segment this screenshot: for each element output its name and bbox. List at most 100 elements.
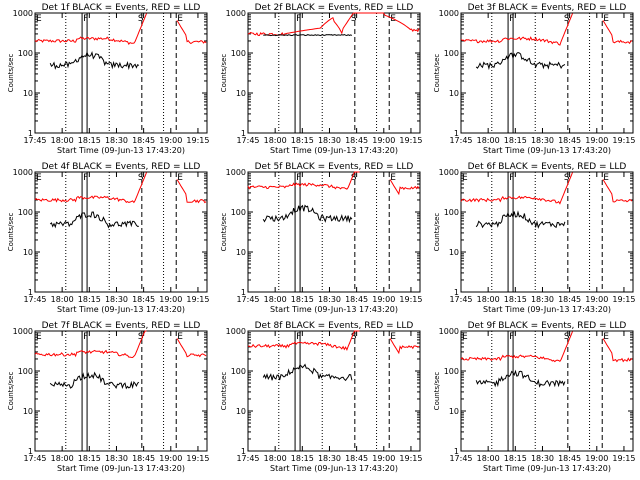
x-tick-label: 18:45 [558,454,581,463]
x-tick-label: 17:45 [236,454,259,463]
marker-label: E [390,173,396,183]
series-lld-line [460,331,633,363]
y-tick-label: 10 [236,248,246,257]
y-tick-label: 10 [23,407,33,416]
marker-label: E [603,173,609,183]
x-tick-label: 17:45 [449,295,472,304]
marker-label: F [296,14,301,24]
y-tick-label: 1000 [226,327,246,336]
x-axis-label: Start Time (09-Jun-13 17:43:20) [483,305,611,314]
marker-label: E [390,332,396,342]
x-tick-label: 18:30 [105,295,128,304]
panel-title: Det 9f BLACK = Events, RED = LLD [468,321,627,331]
x-tick-label: 18:00 [477,295,500,304]
marker-label: S [351,14,357,24]
x-tick-label: 19:00 [585,454,608,463]
marker-label: S [138,173,144,183]
y-tick-label: 1 [241,447,246,456]
series-events-line [262,363,353,382]
plot-frame [34,12,208,134]
panel-title: Det 8f BLACK = Events, RED = LLD [255,321,414,331]
y-axis-label: Counts/sec [220,213,228,252]
x-tick-label: 18:30 [105,136,128,145]
marker-label: E [462,332,468,342]
x-tick-label: 18:30 [531,136,554,145]
x-tick-label: 19:15 [399,295,422,304]
x-tick-label: 18:15 [504,454,527,463]
marker-label: E [36,173,42,183]
series-events-line [49,50,140,71]
series-events-line [475,51,566,71]
panel-9: Det 9f BLACK = Events, RED = LLD 1 10 100 10… [433,321,635,473]
x-tick-label: 18:45 [132,295,155,304]
x-tick-label: 19:00 [372,454,395,463]
panel-title: Det 1f BLACK = Events, RED = LLD [42,3,201,13]
y-tick-label: 100 [18,49,33,58]
x-tick-label: 19:15 [186,136,209,145]
x-tick-label: 18:00 [477,454,500,463]
y-tick-label: 1 [28,129,33,138]
series-events-line [475,369,566,388]
series-lld-line [460,172,633,205]
marker-label: F [83,332,88,342]
panel-2: Det 2f BLACK = Events, RED = LLD 1 10 100 10… [220,3,422,155]
x-tick-label: 18:15 [78,295,101,304]
x-tick-label: 18:00 [264,454,287,463]
y-axis-label: Counts/sec [433,372,441,411]
x-tick-label: 19:15 [186,295,209,304]
plot-frame [460,12,634,134]
y-tick-label: 10 [23,89,33,98]
plot-frame [247,12,421,134]
y-tick-label: 1 [454,129,459,138]
x-tick-label: 19:00 [585,136,608,145]
series-lld-line [34,13,207,45]
marker-label: E [177,14,183,24]
y-tick-label: 100 [444,367,459,376]
marker-label: E [462,173,468,183]
plot-frame [34,171,208,293]
y-tick-label: 10 [449,89,459,98]
series-events-line [475,210,566,229]
marker-label: F [83,173,88,183]
x-tick-label: 17:45 [23,454,46,463]
x-tick-label: 19:15 [399,136,422,145]
y-tick-label: 1000 [439,327,459,336]
series-lld-line [247,330,420,355]
y-axis-label: Counts/sec [220,54,228,93]
x-tick-label: 17:45 [449,454,472,463]
x-tick-label: 19:15 [612,295,635,304]
y-tick-label: 100 [444,49,459,58]
x-tick-label: 18:00 [51,295,74,304]
y-tick-label: 1000 [13,9,33,18]
plot-frame [247,330,421,452]
x-tick-label: 19:15 [186,454,209,463]
y-tick-label: 1000 [13,168,33,177]
marker-label: E [177,332,183,342]
y-tick-label: 1 [454,447,459,456]
panel-5: Det 5f BLACK = Events, RED = LLD 1 10 100 10… [220,162,422,314]
plot-frame [460,330,634,452]
x-tick-label: 18:30 [318,295,341,304]
x-tick-label: 18:00 [51,454,74,463]
x-tick-label: 18:15 [291,136,314,145]
panel-3: Det 3f BLACK = Events, RED = LLD 1 10 100 10… [433,3,635,155]
x-tick-label: 18:45 [345,136,368,145]
x-tick-label: 18:30 [531,295,554,304]
y-tick-label: 100 [231,49,246,58]
x-axis-label: Start Time (09-Jun-13 17:43:20) [57,464,185,473]
x-tick-label: 18:15 [78,136,101,145]
marker-label: S [138,332,144,342]
y-axis-label: Counts/sec [220,372,228,411]
series-events-line [49,371,140,390]
y-tick-label: 1 [454,288,459,297]
marker-label: F [509,14,514,24]
y-tick-label: 1000 [439,168,459,177]
x-tick-label: 19:00 [585,295,608,304]
x-tick-label: 18:30 [318,454,341,463]
marker-label: E [603,14,609,24]
plot-frame [34,330,208,452]
marker-label: S [564,173,570,183]
y-tick-label: 100 [231,367,246,376]
x-tick-label: 18:30 [318,136,341,145]
